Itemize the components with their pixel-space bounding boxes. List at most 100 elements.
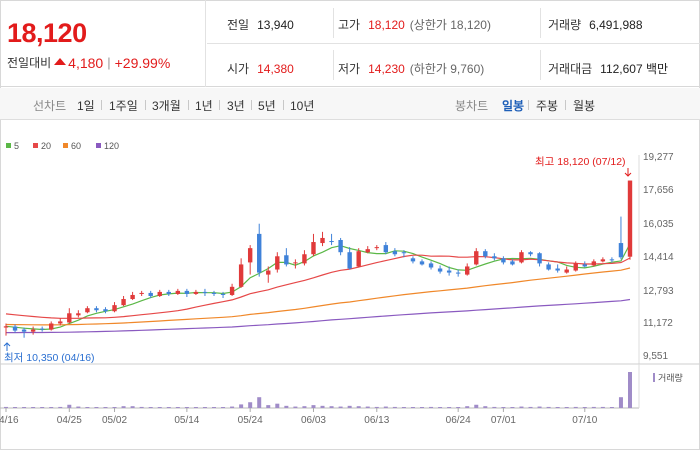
divider xyxy=(540,8,541,38)
candle-body xyxy=(591,261,597,266)
candle-body xyxy=(437,268,443,272)
change-percent: +29.99% xyxy=(114,54,171,71)
x-tick-label: 06/13 xyxy=(364,415,389,426)
candle-body xyxy=(175,290,181,294)
period-1w[interactable]: 1주일 xyxy=(109,99,138,113)
volume-bar xyxy=(537,406,542,408)
candle xyxy=(139,290,144,296)
volume-bar xyxy=(383,406,388,408)
volume-bar xyxy=(401,407,406,408)
x-tick-label: 07/01 xyxy=(491,415,516,426)
candle xyxy=(564,266,569,274)
candle-body xyxy=(419,261,425,265)
period-5y[interactable]: 5년 xyxy=(258,99,276,113)
candle xyxy=(329,233,334,246)
candle xyxy=(3,323,9,336)
high-annotation-text: 최고 18,120 (07/12) xyxy=(535,156,626,168)
volume-bar xyxy=(392,406,397,408)
candle xyxy=(365,246,370,254)
candle xyxy=(103,307,108,314)
candle-body xyxy=(103,309,108,312)
candle-body xyxy=(284,255,289,265)
candle xyxy=(537,252,542,267)
candle xyxy=(238,258,244,288)
candle xyxy=(492,253,497,261)
volume-bar xyxy=(447,407,452,408)
candle-body xyxy=(338,239,343,253)
volume-bar xyxy=(311,405,316,408)
candle xyxy=(130,291,135,301)
candle-body xyxy=(21,329,27,332)
low-label: 저가 xyxy=(338,62,361,76)
candles xyxy=(3,180,633,338)
candle-body xyxy=(238,264,244,287)
volume-bar xyxy=(130,406,135,408)
volume-bar xyxy=(40,407,45,408)
candle xyxy=(483,249,488,259)
candle xyxy=(85,306,90,314)
open-label: 시가 xyxy=(227,62,250,76)
volume-bar xyxy=(85,407,90,408)
candle-body xyxy=(365,249,370,253)
period-1d[interactable]: 1일 xyxy=(77,99,95,113)
volume-bar xyxy=(275,403,280,408)
volume-bar xyxy=(609,407,614,408)
divider xyxy=(565,100,566,110)
volume-bar xyxy=(501,407,506,408)
high-value: 18,120 xyxy=(368,17,405,32)
candle-body xyxy=(410,258,416,262)
candle-body xyxy=(94,308,99,311)
candle xyxy=(410,256,416,264)
candle xyxy=(609,257,615,263)
candle-body xyxy=(302,254,307,264)
period-10y[interactable]: 10년 xyxy=(290,99,315,113)
candle-body xyxy=(320,237,325,244)
period-3m[interactable]: 3개월 xyxy=(152,99,181,113)
volume-bar xyxy=(193,407,198,408)
volume-bar xyxy=(492,406,497,408)
volume-bar xyxy=(49,407,54,408)
volume-bar xyxy=(293,406,298,408)
period-3y[interactable]: 3년 xyxy=(227,99,245,113)
candle-body xyxy=(555,268,560,271)
candle xyxy=(510,259,515,266)
candle-body xyxy=(618,243,624,258)
low-annotation: 최저 10,350 (04/16) xyxy=(3,342,95,364)
candle-body xyxy=(510,261,515,265)
low-value: 14,230 xyxy=(368,61,405,76)
volume-bar xyxy=(76,406,81,408)
candle xyxy=(284,248,289,267)
price-header: 18,120 전일대비 4,180 | +29.99% 전일 13,940 고가… xyxy=(0,0,700,87)
volume-bar xyxy=(175,407,180,408)
candle xyxy=(455,269,461,277)
volume-bar xyxy=(157,407,162,408)
ma60-line xyxy=(5,267,631,326)
divider xyxy=(101,100,102,110)
divider xyxy=(333,50,334,80)
period-1y[interactable]: 1년 xyxy=(195,99,213,113)
high-annotation: 최고 18,120 (07/12) xyxy=(535,156,632,177)
candle xyxy=(401,250,407,258)
divider xyxy=(283,100,284,110)
period-weekly[interactable]: 주봉 xyxy=(536,99,559,113)
candle-body xyxy=(184,290,190,294)
volume-bar xyxy=(266,405,271,408)
divider xyxy=(219,100,220,110)
period-daily[interactable]: 일봉 xyxy=(502,99,525,113)
candle-body xyxy=(600,259,606,262)
y-tick-label: 11,172 xyxy=(643,318,673,329)
candle-body xyxy=(528,252,533,255)
period-monthly[interactable]: 월봉 xyxy=(573,99,596,113)
legend-ma60: 60 xyxy=(71,141,81,151)
volume-bar xyxy=(202,407,207,408)
candle xyxy=(76,310,81,318)
candle-body xyxy=(139,292,144,294)
candle xyxy=(474,248,479,266)
candle-body xyxy=(67,313,72,323)
up-arrow-icon xyxy=(54,58,67,65)
candle-body xyxy=(76,313,81,316)
high-arrow-icon xyxy=(624,168,632,177)
candle-body xyxy=(546,264,551,270)
candle-body xyxy=(374,247,379,249)
volume-bar xyxy=(329,406,334,408)
